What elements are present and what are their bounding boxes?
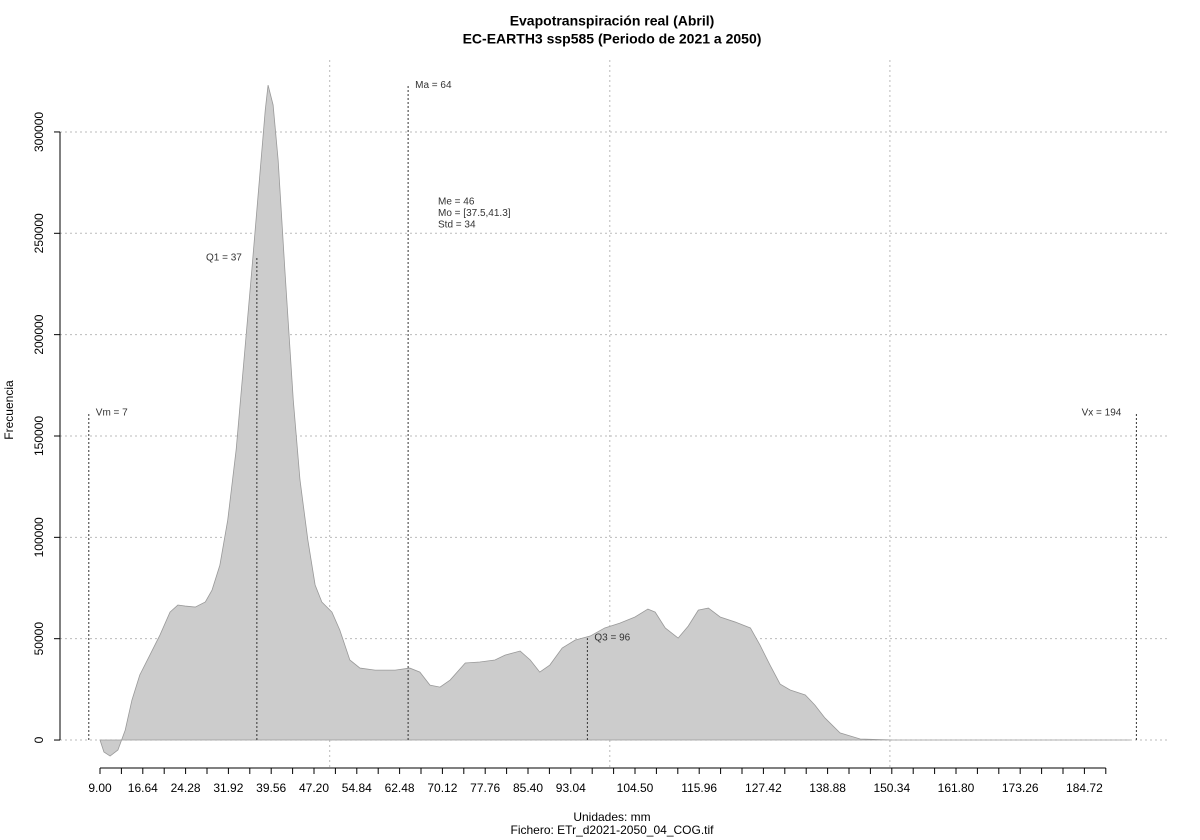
- chart-subtitle: EC-EARTH3 ssp585 (Periodo de 2021 a 2050…: [463, 31, 762, 47]
- x-tick-label: 54.84: [342, 781, 372, 795]
- marker-label: Q1 = 37: [206, 253, 242, 264]
- x-tick-label: 77.76: [470, 781, 500, 795]
- x-axis-label: Unidades: mm: [573, 810, 650, 824]
- marker-label: Vx = 194: [1082, 408, 1122, 419]
- density-area: [99, 85, 1131, 757]
- y-tick-label: 50000: [32, 622, 46, 656]
- x-tick-label: 161.80: [938, 781, 975, 795]
- x-tick-label: 93.04: [556, 781, 586, 795]
- chart-title: Evapotranspiración real (Abril): [510, 13, 715, 29]
- x-tick-label: 173.26: [1002, 781, 1039, 795]
- y-tick-label: 300000: [32, 112, 46, 152]
- stat-label: Me = 46: [438, 197, 475, 208]
- x-tick-label: 150.34: [873, 781, 910, 795]
- x-tick-label: 138.88: [809, 781, 846, 795]
- y-tick-label: 150000: [32, 416, 46, 456]
- y-tick-label: 250000: [32, 213, 46, 253]
- x-tick-label: 184.72: [1066, 781, 1103, 795]
- y-tick-label: 100000: [32, 517, 46, 557]
- caption: Fichero: ETr_d2021-2050_04_COG.tif: [511, 823, 715, 837]
- marker-label: Q3 = 96: [594, 633, 630, 644]
- stat-label: Mo = [37.5,41.3]: [438, 208, 511, 219]
- x-tick-label: 31.92: [213, 781, 243, 795]
- x-tick-label: 39.56: [256, 781, 286, 795]
- marker-label: Ma = 64: [415, 80, 452, 91]
- x-tick-label: 70.12: [427, 781, 457, 795]
- y-axis-label: Frecuencia: [2, 380, 16, 440]
- x-tick-label: 85.40: [513, 781, 543, 795]
- stat-label: Std = 34: [438, 220, 476, 231]
- y-tick-label: 0: [32, 736, 46, 743]
- x-tick-label: 115.96: [681, 781, 717, 795]
- x-tick-label: 16.64: [128, 781, 158, 795]
- x-tick-label: 127.42: [745, 781, 782, 795]
- marker-label: Vm = 7: [96, 408, 128, 419]
- x-tick-label: 104.50: [617, 781, 654, 795]
- x-tick-label: 24.28: [171, 781, 201, 795]
- x-tick-label: 47.20: [299, 781, 329, 795]
- x-tick-label: 62.48: [385, 781, 415, 795]
- x-tick-label: 9.00: [88, 781, 112, 795]
- y-tick-label: 200000: [32, 314, 46, 354]
